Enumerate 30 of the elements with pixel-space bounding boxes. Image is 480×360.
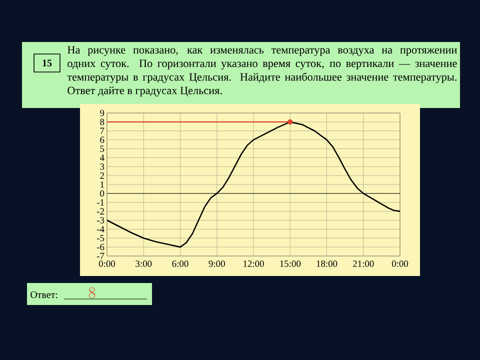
- x-tick-label: 3:00: [136, 260, 152, 267]
- y-tick-label: -2: [96, 208, 104, 214]
- text: 8: [88, 287, 96, 298]
- y-tick-label: 5: [100, 146, 104, 152]
- y-tick-label: -4: [96, 226, 104, 232]
- y-tick-label: 8: [100, 118, 104, 126]
- text: Ответ:: [30, 291, 58, 298]
- y-tick-label: 4: [100, 154, 104, 161]
- x-tick-label: 12:00: [244, 260, 264, 267]
- y-tick-label: 6: [100, 136, 104, 143]
- y-tick-label: 1: [100, 181, 104, 188]
- x-tick-label: 21:00: [353, 260, 374, 267]
- y-tick-label: -3: [96, 217, 104, 224]
- y-tick-label: 0: [100, 190, 104, 197]
- x-tick-label: 18:00: [316, 260, 338, 267]
- x-tick-label: 0:00: [98, 260, 116, 267]
- text: На рисунке показано, как изменялась температура воздуха на протяжении одних суток. По горизонтали указано время суток, по вертикали — значение температуры в градусах Цельсия. Найдите наибольшее значение температуры. Ответ дайте в градусах Цельсия.: [67, 46, 457, 97]
- y-tick-label: -1: [96, 199, 104, 206]
- y-tick-label: -6: [96, 244, 104, 250]
- y-tick-label: 3: [100, 163, 104, 170]
- y-tick-label: 2: [100, 172, 104, 179]
- y-tick-label: 7: [100, 128, 104, 134]
- text: 15: [42, 60, 52, 66]
- x-tick-label: 9:00: [208, 260, 225, 267]
- y-tick-label: -7: [96, 252, 104, 260]
- y-tick-label: 9: [100, 110, 104, 116]
- x-tick-label: 6:00: [172, 260, 188, 267]
- x-tick-label: 0:00: [392, 260, 408, 267]
- y-tick-label: -5: [96, 234, 104, 242]
- x-tick-label: 15:00: [280, 260, 301, 267]
